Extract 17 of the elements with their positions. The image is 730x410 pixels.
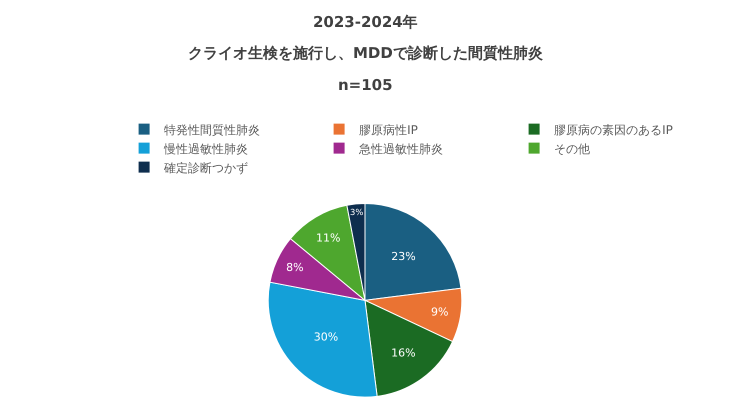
legend-label: 急性過敏性肺炎 — [358, 142, 444, 156]
data-label: 9% — [431, 306, 448, 319]
data-label: 16% — [391, 346, 416, 360]
legend-label: 特発性間質性肺炎 — [164, 122, 260, 137]
data-label: 3% — [350, 206, 364, 217]
legend-label: 確定診断つかず — [163, 160, 248, 175]
data-label: 30% — [314, 330, 338, 344]
legend-label: その他 — [554, 142, 590, 156]
text: n=105 — [338, 76, 393, 94]
data-label: 8% — [286, 260, 304, 274]
legend-label: 慢性過敏性肺炎 — [163, 142, 248, 156]
data-label: 23% — [391, 250, 416, 264]
chart-title: 2023-2024年 — [313, 13, 418, 31]
legend-label: 膠原病性IP — [359, 122, 418, 137]
legend-label: 膠原病の素因のあるIP — [554, 122, 673, 137]
data-label: 11% — [316, 232, 340, 245]
chart-subtitle: クライオ生検を施行し、MDDで診断した間質性肺炎 — [188, 44, 543, 62]
